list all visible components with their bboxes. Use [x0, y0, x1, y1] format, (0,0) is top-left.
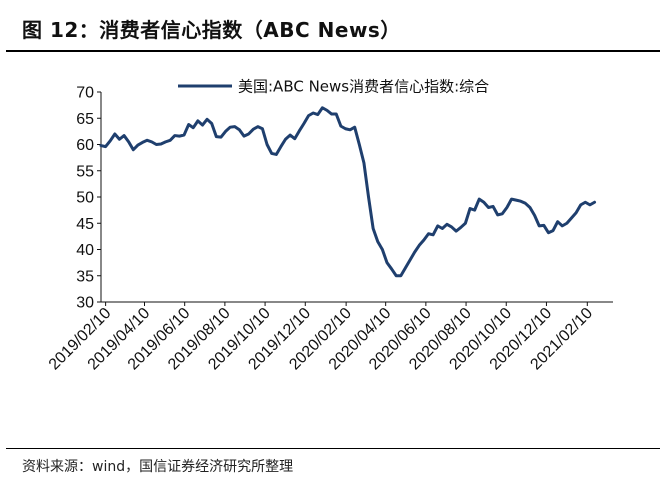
y-tick-label: 65 [76, 111, 94, 128]
chart-axes [100, 92, 613, 303]
figure-title: 图 12：消费者信心指数（ABC News） [22, 18, 401, 42]
source-note: 资料来源：wind，国信证券经济研究所整理 [22, 459, 294, 475]
y-tick-label: 30 [76, 295, 94, 312]
y-tick-label: 40 [76, 242, 94, 259]
bottom-rule [6, 448, 660, 449]
x-axis-ticks: 2019/02/102019/04/102019/06/102019/08/10… [46, 302, 596, 373]
chart-legend: 美国:ABC News消费者信心指数:综合 [178, 78, 489, 96]
y-tick-label: 70 [76, 85, 94, 102]
series-layer [99, 106, 597, 278]
top-rule [6, 50, 660, 52]
y-tick-label: 50 [76, 190, 94, 207]
series-line [99, 106, 597, 278]
y-tick-label: 45 [76, 216, 94, 233]
y-tick-label: 35 [76, 268, 94, 285]
legend-label: 美国:ABC News消费者信心指数:综合 [238, 78, 489, 96]
y-tick-label: 60 [76, 137, 94, 154]
y-axis-ticks: 30 35 40 45 50 55 60 65 70 [76, 85, 101, 312]
y-tick-label: 55 [76, 163, 94, 180]
